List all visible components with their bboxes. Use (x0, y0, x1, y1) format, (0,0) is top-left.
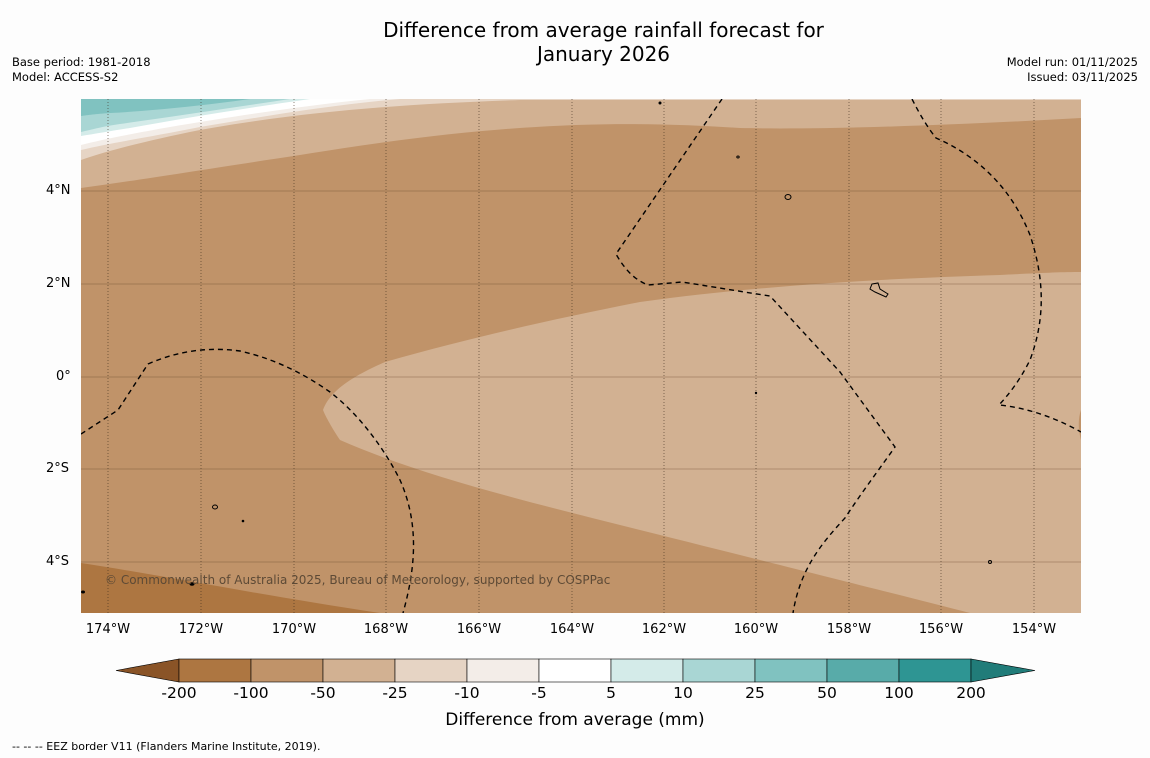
lon-label-174w: 174°W (85, 622, 131, 637)
colorbar-tick-label: -5 (531, 684, 547, 702)
colorbar-tick-label: 50 (817, 684, 837, 702)
colorbar-swatch (322, 658, 396, 683)
copyright-notice: © Commonwealth of Australia 2025, Bureau… (105, 573, 611, 587)
model-run-text: Model run: 01/11/2025 (1006, 55, 1138, 69)
band-minus50-minus25-north (81, 99, 1081, 188)
colorbar-swatch (898, 658, 972, 683)
lon-label-168w: 168°W (363, 622, 409, 637)
meta-left: Base period: 1981-2018 Model: ACCESS-S2 (12, 55, 151, 85)
model-text: Model: ACCESS-S2 (12, 70, 119, 84)
colorbar-swatch (178, 658, 252, 683)
lon-label-162w: 162°W (641, 622, 687, 637)
lon-label-164w: 164°W (549, 622, 595, 637)
eez-legend-footer: -- -- -- EEZ border V11 (Flanders Marine… (12, 740, 321, 753)
colorbar-tick-label: 100 (884, 684, 914, 702)
lon-label-156w: 156°W (918, 622, 964, 637)
lon-label-172w: 172°W (178, 622, 224, 637)
colorbar-tick-label: 200 (956, 684, 986, 702)
colorbar-tick-label: 25 (745, 684, 765, 702)
chart-title: Difference from average rainfall forecas… (0, 18, 1150, 66)
band-minus50-minus25-central (323, 272, 1081, 613)
lon-label-158w: 158°W (826, 622, 872, 637)
lon-label-160w: 160°W (733, 622, 779, 637)
colorbar-tick-label: -10 (454, 684, 480, 702)
lat-label-4n: 4°N (46, 183, 71, 198)
colorbar-swatch (610, 658, 684, 683)
colorbar-title: Difference from average (mm) (445, 710, 705, 730)
colorbar-swatch (754, 658, 828, 683)
colorbar-swatch (826, 658, 900, 683)
issued-text: Issued: 03/11/2025 (1027, 70, 1138, 84)
lon-label-170w: 170°W (271, 622, 317, 637)
colorbar-swatch (250, 658, 324, 683)
colorbar-tick-label: 10 (673, 684, 693, 702)
band-minus200-minus100-south (81, 563, 380, 613)
band-25-50-north (81, 99, 250, 116)
islands (81, 101, 992, 594)
colorbar (115, 658, 1036, 683)
colorbar-extend-low (115, 658, 180, 683)
colorbar-tick-label: -200 (161, 684, 197, 702)
lat-label-equator: 0° (56, 369, 71, 384)
lat-label-2n: 2°N (46, 276, 71, 291)
title-line-2: January 2026 (536, 42, 671, 66)
colorbar-swatch (538, 658, 612, 683)
colorbar-tick-label: -25 (382, 684, 408, 702)
colorbar-extend-high (970, 658, 1036, 683)
colorbar-tick-label: -50 (310, 684, 336, 702)
colorbar-tick-label: -100 (233, 684, 269, 702)
colorbar-swatch (466, 658, 540, 683)
lat-label-4s: 4°S (46, 554, 70, 569)
lat-label-2s: 2°S (46, 461, 70, 476)
colorbar-tick-label: 5 (606, 684, 616, 702)
colorbar-swatch (394, 658, 468, 683)
map-area (81, 99, 1081, 613)
title-line-1: Difference from average rainfall forecas… (383, 18, 824, 42)
colorbar-swatch (682, 658, 756, 683)
meta-right: Model run: 01/11/2025 Issued: 03/11/2025 (1007, 55, 1138, 85)
eez-borders (81, 99, 1081, 613)
lon-label-166w: 166°W (456, 622, 502, 637)
base-period-text: Base period: 1981-2018 (12, 55, 151, 69)
lon-label-154w: 154°W (1011, 622, 1057, 637)
latitude-gridlines (81, 190, 1081, 563)
